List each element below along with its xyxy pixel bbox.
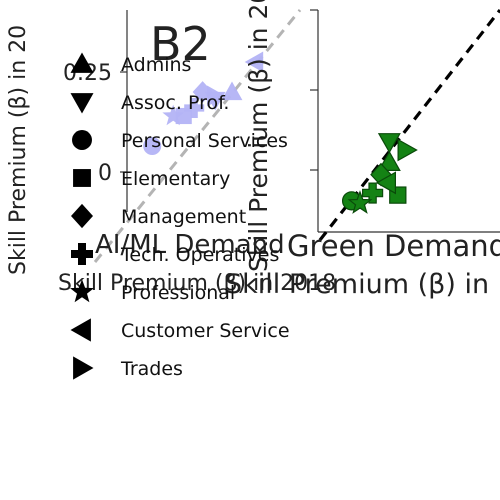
triangle-down-marker-icon [70, 93, 94, 114]
green-point-tech-operatives [362, 182, 384, 204]
ai-ml-panel: 00.25 AI/ML Demand Skill Premium (β) in … [6, 9, 336, 296]
ai-ytick-label: 0 [98, 161, 112, 186]
ai-diagonal-line [93, 9, 302, 263]
ai-xlabel: Skill Premium (β) in 2018 [58, 271, 336, 296]
legend-label: Personal Services [121, 130, 288, 152]
legend-item: Assoc. Prof. [70, 92, 229, 114]
legend-item: Trades [73, 356, 183, 380]
legend-item: Personal Services [72, 130, 288, 152]
ai-point-trades [207, 85, 226, 107]
legend-label: Elementary [121, 168, 230, 190]
legend-item: Professional [70, 279, 235, 304]
ai-point-personal-services [143, 136, 162, 156]
legend-label: Customer Service [121, 320, 290, 342]
legend-label: Trades [120, 358, 183, 380]
green-ylabel: Skill Premium (β) in 20 [244, 0, 273, 272]
triangle-right-marker-icon [73, 356, 94, 380]
panel-label: B2 [150, 17, 211, 71]
green-point-customer-service [375, 171, 396, 195]
square-marker-icon [73, 169, 91, 187]
green-diagonal-line [318, 9, 500, 241]
green-panel: Green Demand Skill Premium (β) in Skill … [225, 0, 500, 300]
ai-point-customer-service [244, 51, 264, 73]
star-marker-icon [70, 279, 94, 303]
legend-item: Management [71, 203, 246, 229]
legend-item: Customer Service [70, 318, 290, 342]
circle-marker-icon [72, 130, 92, 150]
ai-ylabel: Skill Premium (β) in 20 [6, 25, 31, 275]
green-point-trades [397, 138, 418, 162]
plus-marker-icon [71, 243, 93, 265]
ai-title: AI/ML Demand [95, 230, 285, 260]
legend: Admins Assoc. Prof. Personal Services Eleme… [70, 52, 290, 380]
triangle-up-marker-icon [70, 52, 94, 73]
legend-item: Tech. Operatives [71, 243, 279, 266]
legend-item: Admins [70, 52, 191, 76]
ai-point-admins [221, 81, 243, 101]
green-point-assoc-prof [377, 133, 401, 154]
diamond-marker-icon [71, 203, 93, 229]
green-point-professional [347, 190, 373, 214]
legend-label: Assoc. Prof. [121, 92, 229, 114]
legend-label: Admins [121, 54, 191, 76]
ai-point-tech-operatives [184, 98, 205, 118]
legend-item: Elementary [73, 168, 230, 190]
triangle-left-marker-icon [70, 318, 91, 342]
green-title: Green Demand [287, 229, 500, 263]
legend-label: Professional [121, 282, 235, 304]
legend-label: Management [121, 206, 246, 228]
green-xlabel: Skill Premium (β) in [225, 269, 489, 300]
ai-point-professional [162, 104, 184, 126]
legend-label: Tech. Operatives [120, 244, 279, 266]
ai-point-elementary [175, 107, 192, 125]
green-point-admins [377, 150, 401, 171]
